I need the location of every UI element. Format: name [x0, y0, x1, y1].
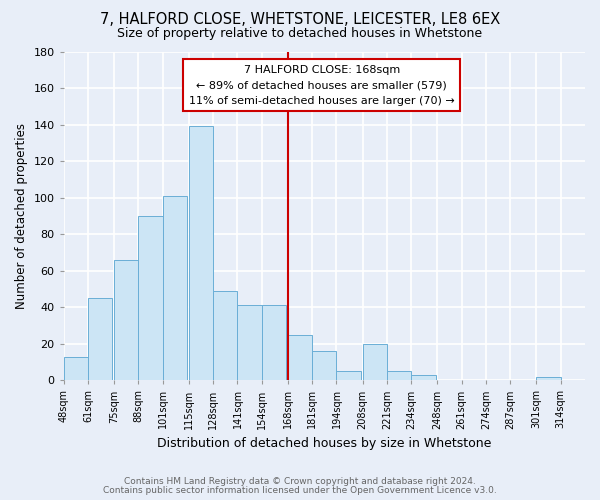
Bar	[139, 216, 163, 380]
Text: 7 HALFORD CLOSE: 168sqm
← 89% of detached houses are smaller (579)
11% of semi-d: 7 HALFORD CLOSE: 168sqm ← 89% of detache…	[189, 64, 455, 106]
Bar	[288, 334, 312, 380]
Bar	[114, 260, 139, 380]
Bar	[362, 344, 387, 380]
Bar	[337, 371, 361, 380]
Bar	[536, 376, 561, 380]
Bar	[213, 291, 238, 380]
Bar	[387, 371, 411, 380]
Bar	[262, 306, 286, 380]
Text: Contains public sector information licensed under the Open Government Licence v3: Contains public sector information licen…	[103, 486, 497, 495]
Bar	[411, 375, 436, 380]
Text: 7, HALFORD CLOSE, WHETSTONE, LEICESTER, LE8 6EX: 7, HALFORD CLOSE, WHETSTONE, LEICESTER, …	[100, 12, 500, 28]
Bar	[312, 351, 337, 380]
Y-axis label: Number of detached properties: Number of detached properties	[15, 123, 28, 309]
Text: Size of property relative to detached houses in Whetstone: Size of property relative to detached ho…	[118, 28, 482, 40]
Bar	[88, 298, 112, 380]
X-axis label: Distribution of detached houses by size in Whetstone: Distribution of detached houses by size …	[157, 437, 491, 450]
Bar	[163, 196, 187, 380]
Bar	[238, 306, 262, 380]
Bar	[64, 356, 88, 380]
Bar	[189, 126, 213, 380]
Text: Contains HM Land Registry data © Crown copyright and database right 2024.: Contains HM Land Registry data © Crown c…	[124, 477, 476, 486]
